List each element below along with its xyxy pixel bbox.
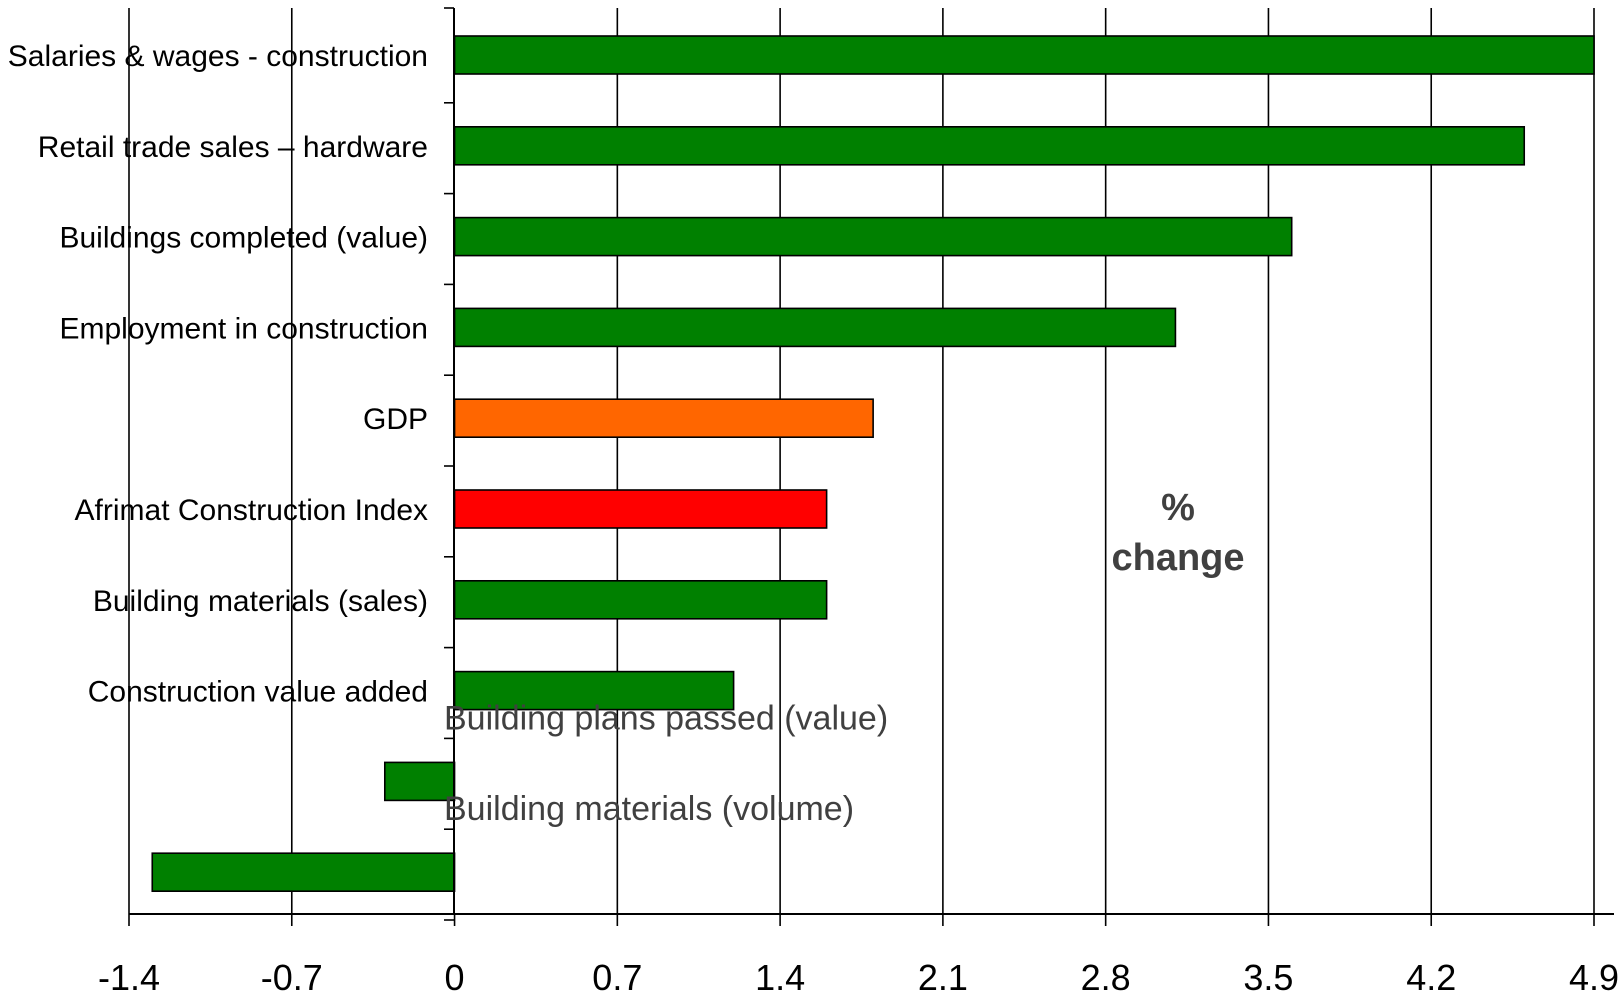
category-label-5: Afrimat Construction Index [75, 494, 428, 527]
x-tick-label-0: -1.4 [98, 957, 160, 991]
x-tick-label-7: 3.5 [1243, 957, 1293, 991]
category-label-8: Building plans passed (value) [444, 699, 888, 737]
category-label-3: Employment in construction [60, 312, 429, 345]
x-tick-label-3: 0.7 [592, 957, 642, 991]
category-labels: Salaries & wages - construction Retail tr… [8, 40, 888, 828]
bar-5 [453, 489, 828, 529]
bar-9 [151, 852, 456, 893]
annotation-change: change [1111, 537, 1244, 579]
category-label-7: Construction value added [88, 676, 428, 709]
x-tick-label-9: 4.9 [1569, 957, 1619, 991]
axes [128, 7, 1614, 926]
bars [151, 35, 1595, 893]
bar-7 [453, 670, 735, 711]
bar-4 [453, 398, 874, 439]
tick-labels: -1.4 -0.7 0 0.7 1.4 2.1 2.8 3.5 4.2 4.9 [98, 957, 1619, 991]
category-label-6: Building materials (sales) [93, 585, 428, 618]
bar-8 [383, 761, 456, 802]
bar-6 [453, 579, 828, 620]
category-label-2: Buildings completed (value) [59, 222, 428, 255]
category-label-0: Salaries & wages - construction [8, 40, 428, 73]
bar-3 [453, 307, 1177, 348]
x-tick-label-4: 1.4 [755, 957, 805, 991]
bar-0 [453, 35, 1595, 75]
x-tick-label-8: 4.2 [1406, 957, 1456, 991]
x-tick-label-2: 0 [445, 957, 465, 991]
x-tick-label-1: -0.7 [261, 957, 323, 991]
category-label-4: GDP [363, 403, 428, 436]
category-label-1: Retail trade sales – hardware [38, 131, 428, 164]
x-tick-label-6: 2.8 [1081, 957, 1131, 991]
annotation-percent: % [1161, 487, 1195, 529]
bar-2 [453, 216, 1293, 257]
x-tick-label-5: 2.1 [918, 957, 968, 991]
category-label-9: Building materials (volume) [444, 790, 854, 828]
bar-1 [453, 126, 1526, 166]
